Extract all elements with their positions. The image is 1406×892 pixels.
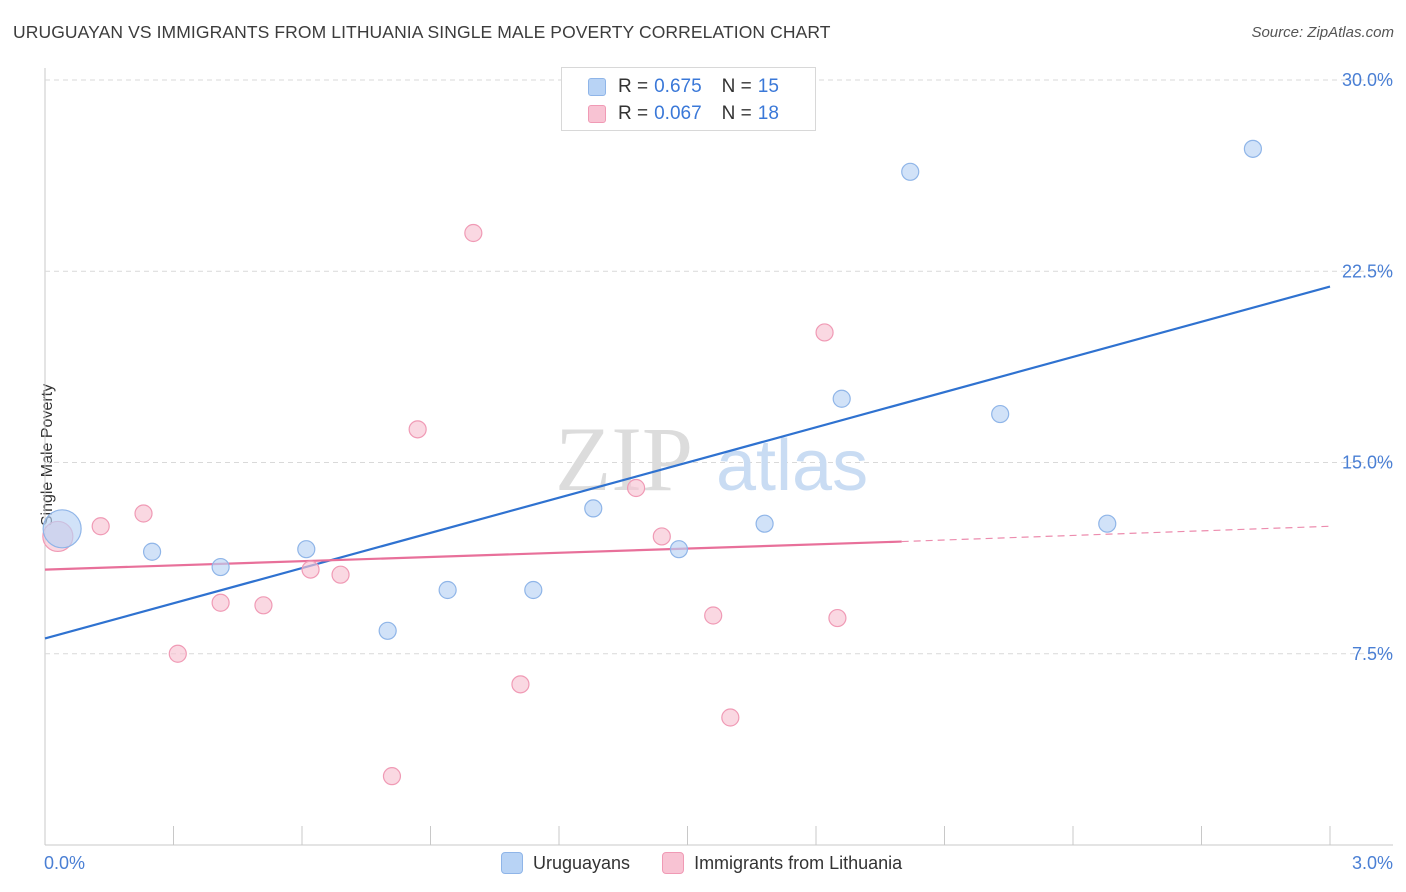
legend-n-label: N = [721,103,752,124]
legend-n-value: 18 [757,103,779,124]
series-legend-label: Immigrants from Lithuania [694,852,903,873]
legend-n-label: N = [721,76,752,97]
watermark-atlas: atlas [716,426,868,506]
grid-layer [44,68,1393,846]
uruguayans-point [142,542,162,561]
series-legend-uruguayans[interactable]: Uruguayans [501,852,630,874]
uruguayans-point [832,389,851,408]
uruguayans-point [755,514,774,533]
uruguayans-point [584,499,603,518]
lithuania-point [652,527,671,546]
series-legend-lithuania[interactable]: Immigrants from Lithuania [662,852,902,874]
pink-swatch-icon [662,852,685,874]
lithuania-point [815,323,834,342]
lithuania-point [511,675,530,694]
uruguayans-point [901,162,920,181]
lithuania-point [134,504,153,523]
uruguayans-trend-line [44,285,1331,640]
lithuania-point [721,708,740,727]
blue-swatch-icon [588,78,606,96]
lithuania-point [91,517,110,536]
uruguayans-point [991,404,1010,424]
lithuania-point [254,596,273,615]
series-legend: Uruguayans Immigrants from Lithuania [501,852,934,874]
watermark: ZIP atlas [555,408,868,510]
watermark-zip: ZIP [555,408,693,510]
lithuania-trend-line [44,540,902,571]
lithuania-point [382,767,402,786]
uruguayans-point [42,509,82,549]
correlation-legend: R = 0.675 N = 15 R = 0.067 N = 18 [561,67,816,131]
legend-r-value: 0.067 [654,103,702,124]
uruguayans-point [1098,514,1117,533]
uruguayans-point [1243,139,1263,158]
lithuania-point [168,644,187,663]
y-tick-label: 7.5% [1352,644,1393,664]
blue-swatch-icon [501,852,523,874]
y-tick-label: 30.0% [1342,70,1393,90]
lithuania-point [704,606,723,625]
chart-title: URUGUAYAN VS IMMIGRANTS FROM LITHUANIA S… [13,22,831,42]
uruguayans-point [211,557,230,577]
y-tick-label: 22.5% [1342,261,1393,281]
lithuania-point [408,420,427,439]
uruguayans-point [524,580,543,600]
lithuania-trend-extension [901,525,1331,543]
x-tick-label: 3.0% [1352,853,1393,873]
lithuania-point [331,565,350,584]
lithuania-point [301,560,320,579]
source-label: Source: ZipAtlas.com [1251,24,1394,41]
legend-row-uruguayans: R = 0.675 N = 15 [588,75,779,99]
legend-r-label: R = [618,103,649,124]
lithuania-point [828,608,847,628]
lithuania-point [626,478,646,498]
uruguayans-point [669,540,689,559]
series-legend-label: Uruguayans [533,852,631,873]
points-layer [42,139,1263,786]
x-tick-label: 0.0% [44,853,85,873]
lithuania-point [464,223,483,243]
legend-n-value: 15 [757,76,779,97]
trend-layer [44,285,1331,640]
uruguayans-point [438,580,457,600]
legend-row-lithuania: R = 0.067 N = 18 [588,102,779,126]
uruguayans-point [378,621,397,640]
uruguayans-point [297,540,316,559]
y-tick-label: 15.0% [1342,453,1393,473]
lithuania-point [211,593,230,612]
legend-r-value: 0.675 [654,76,702,97]
tick-layer: 7.5% 15.0% 22.5% 30.0% 0.0% 3.0% [44,70,1393,873]
pink-swatch-icon [588,105,606,123]
legend-r-label: R = [618,76,649,97]
